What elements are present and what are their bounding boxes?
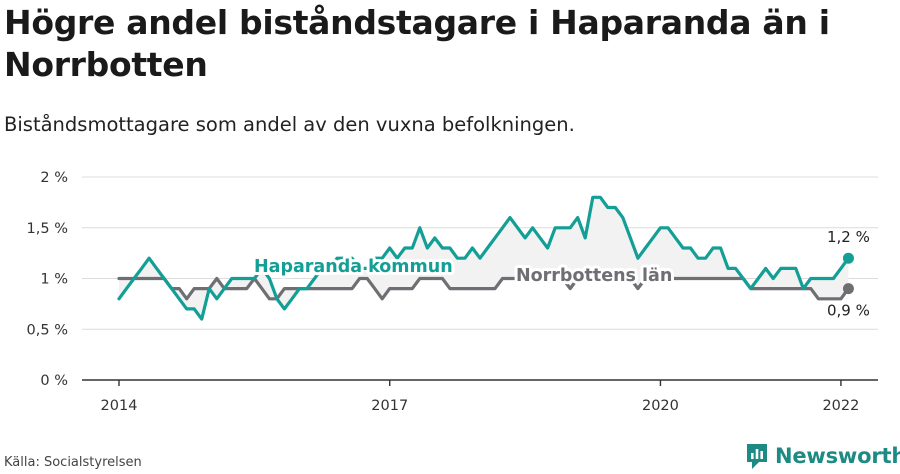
y-tick-label: 0 % <box>40 373 68 389</box>
x-tick-label: 2017 <box>371 398 408 414</box>
brand-logo[interactable]: Newsworthy <box>745 440 900 472</box>
series-labels: 1,2 % 0,9 % Haparanda kommun Norrbottens lä… <box>251 228 870 320</box>
series-difference-area <box>119 197 849 320</box>
y-tick-label: 1,5 % <box>27 221 68 237</box>
y-tick-label: 0,5 % <box>27 322 68 338</box>
difference-band <box>119 197 849 320</box>
newsworthy-logo-icon <box>747 444 767 469</box>
source-note: Källa: Socialstyrelsen <box>4 455 142 470</box>
axes: 0 % 0,5 % 1 % 1,5 % 2 % 2014 2017 2020 2022 <box>27 170 878 414</box>
end-marker-haparanda <box>842 252 854 264</box>
end-value-label-haparanda: 1,2 % <box>827 228 870 246</box>
end-value-label-norrbotten: 0,9 % <box>827 302 870 320</box>
y-tick-label: 2 % <box>40 170 68 186</box>
series-line-norrbotten <box>117 276 850 301</box>
series-line-haparanda <box>117 195 850 321</box>
y-tick-label: 1 % <box>40 272 68 288</box>
series-label-norrbotten: Norrbottens län <box>516 266 672 286</box>
x-tick-label: 2022 <box>822 398 859 414</box>
chart-title: Högre andel biståndstagare i Haparanda ä… <box>4 3 830 84</box>
end-marker-norrbotten <box>842 283 854 295</box>
x-tick-label: 2014 <box>101 398 138 414</box>
x-tick-label: 2020 <box>642 398 679 414</box>
chart-subtitle: Biståndsmottagare som andel av den vuxna… <box>4 113 575 136</box>
brand-name: Newsworthy <box>775 444 900 468</box>
series-lines <box>117 195 854 321</box>
series-label-haparanda: Haparanda kommun <box>254 257 453 277</box>
